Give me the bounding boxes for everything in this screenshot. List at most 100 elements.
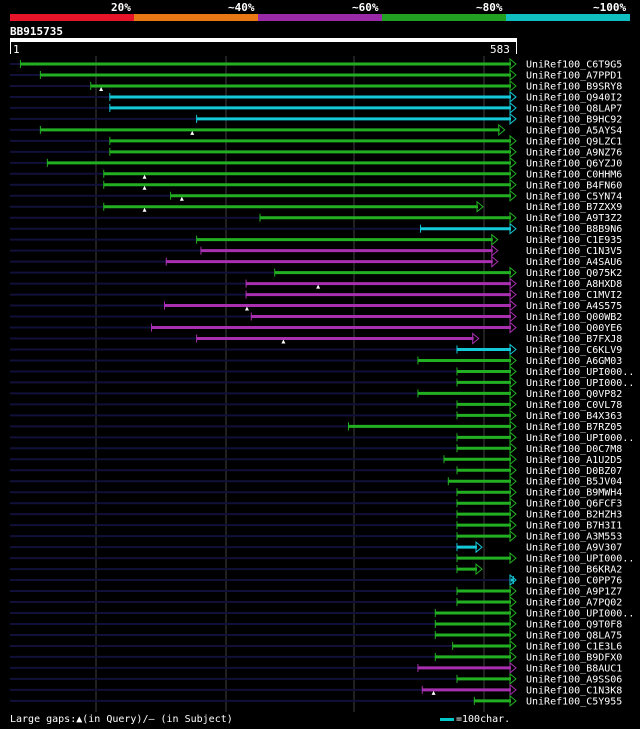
- hit-row[interactable]: UniRef100_B4FN60: [10, 178, 622, 192]
- hit-label[interactable]: UniRef100_Q8LAP7: [526, 103, 622, 114]
- hit-label[interactable]: UniRef100_A9T3Z2: [526, 213, 622, 224]
- hit-label[interactable]: UniRef100_B7ZXX9: [526, 202, 622, 213]
- hit-label[interactable]: UniRef100_C0VL78: [526, 400, 622, 411]
- hit-row[interactable]: UniRef100_B9DFX0: [10, 650, 622, 664]
- hit-label[interactable]: UniRef100_B9SRY8: [526, 81, 622, 92]
- hit-label[interactable]: UniRef100_B7RZ05: [526, 422, 622, 433]
- hit-row[interactable]: UniRef100_A4S575: [10, 299, 622, 313]
- hit-row[interactable]: UniRef100_B9HC92: [10, 112, 622, 126]
- hit-row[interactable]: UniRef100_A9P1Z7: [10, 584, 622, 598]
- hit-row[interactable]: UniRef100_A4SAU6: [10, 255, 622, 269]
- hit-label[interactable]: UniRef100_B8B9N6: [526, 224, 622, 235]
- hit-label[interactable]: UniRef100_Q9T0F8: [526, 619, 622, 630]
- hit-label[interactable]: UniRef100_UPI000..: [526, 378, 634, 389]
- hit-label[interactable]: UniRef100_Q940I2: [526, 92, 622, 103]
- hit-row[interactable]: UniRef100_B8AUC1: [10, 661, 622, 675]
- hit-row[interactable]: UniRef100_C1MVI2: [10, 288, 622, 302]
- hit-label[interactable]: UniRef100_C1N3V5: [526, 246, 622, 257]
- hit-row[interactable]: UniRef100_B8B9N6: [10, 222, 622, 236]
- hit-label[interactable]: UniRef100_A9SS06: [526, 674, 622, 685]
- hit-row[interactable]: UniRef100_C0VL78: [10, 398, 622, 411]
- hit-row[interactable]: UniRef100_B7FXJ8: [10, 332, 622, 346]
- hit-label[interactable]: UniRef100_UPI000..: [526, 433, 634, 444]
- hit-row[interactable]: UniRef100_B7ZXX9: [10, 200, 622, 214]
- hit-label[interactable]: UniRef100_D0C7M8: [526, 444, 622, 455]
- hit-label[interactable]: UniRef100_B5JV04: [526, 477, 622, 488]
- hit-label[interactable]: UniRef100_B2HZH3: [526, 510, 622, 521]
- hit-label[interactable]: UniRef100_A7PPD1: [526, 70, 622, 81]
- hit-row[interactable]: UniRef100_UPI000..: [10, 606, 634, 620]
- hit-row[interactable]: UniRef100_Q9T0F8: [10, 617, 622, 631]
- hit-label[interactable]: UniRef100_B4X363: [526, 411, 622, 422]
- hit-label[interactable]: UniRef100_A7PQ02: [526, 598, 622, 609]
- hit-label[interactable]: UniRef100_C0PP76: [526, 576, 622, 587]
- hit-row[interactable]: UniRef100_A7PPD1: [10, 68, 622, 82]
- hit-label[interactable]: UniRef100_B9HC92: [526, 114, 622, 125]
- hit-row[interactable]: UniRef100_C5YN74: [10, 189, 622, 203]
- hit-label[interactable]: UniRef100_UPI000..: [526, 554, 634, 565]
- hit-label[interactable]: UniRef100_C6KLV9: [526, 345, 622, 356]
- hit-label[interactable]: UniRef100_C0HHM6: [526, 169, 622, 180]
- hit-row[interactable]: UniRef100_UPI000..: [10, 376, 634, 389]
- hit-label[interactable]: UniRef100_B8AUC1: [526, 663, 622, 674]
- hit-label[interactable]: UniRef100_B9DFX0: [526, 652, 622, 663]
- hit-label[interactable]: UniRef100_B4FN60: [526, 180, 622, 191]
- hit-row[interactable]: UniRef100_B5JV04: [10, 475, 622, 488]
- hit-row[interactable]: UniRef100_Q00WB2: [10, 310, 622, 324]
- hit-label[interactable]: UniRef100_Q0VP82: [526, 389, 622, 400]
- hit-row[interactable]: UniRef100_UPI000..: [10, 552, 634, 565]
- hit-label[interactable]: UniRef100_B9MWH4: [526, 488, 622, 499]
- hit-row[interactable]: UniRef100_Q6FCF3: [10, 497, 622, 510]
- hit-label[interactable]: UniRef100_A9NZ76: [526, 147, 622, 158]
- hit-row[interactable]: UniRef100_D0BZ07: [10, 464, 622, 477]
- hit-row[interactable]: UniRef100_A5AYS4: [10, 123, 622, 137]
- hit-row[interactable]: UniRef100_Q6YZJ0: [10, 156, 622, 170]
- hit-label[interactable]: UniRef100_A4SAU6: [526, 257, 622, 268]
- hit-row[interactable]: UniRef100_D0C7M8: [10, 442, 622, 455]
- hit-label[interactable]: UniRef100_D0BZ07: [526, 466, 622, 477]
- hit-label[interactable]: UniRef100_C6T9G5: [526, 60, 622, 71]
- hit-label[interactable]: UniRef100_Q075K2: [526, 268, 622, 279]
- hit-row[interactable]: UniRef100_Q075K2: [10, 266, 622, 280]
- hit-row[interactable]: UniRef100_Q8LAP7: [10, 101, 622, 115]
- hit-row[interactable]: UniRef100_C6T9G5: [10, 57, 622, 71]
- hit-label[interactable]: UniRef100_UPI000..: [526, 367, 634, 378]
- hit-row[interactable]: UniRef100_A3M553: [10, 530, 622, 543]
- hit-row[interactable]: UniRef100_Q0VP82: [10, 387, 622, 400]
- hit-row[interactable]: UniRef100_Q9LZC1: [10, 134, 622, 148]
- hit-row[interactable]: UniRef100_B7H3I1: [10, 519, 622, 532]
- hit-label[interactable]: UniRef100_Q6FCF3: [526, 499, 622, 510]
- hit-label[interactable]: UniRef100_B7H3I1: [526, 521, 622, 532]
- hit-row[interactable]: UniRef100_A8HXD8: [10, 277, 622, 291]
- hit-row[interactable]: UniRef100_B2HZH3: [10, 508, 622, 521]
- hit-label[interactable]: UniRef100_UPI000..: [526, 609, 634, 620]
- hit-row[interactable]: UniRef100_B7RZ05: [10, 420, 622, 433]
- hit-row[interactable]: UniRef100_C1E3L6: [10, 639, 622, 653]
- hit-row[interactable]: UniRef100_C1N3V5: [10, 244, 622, 258]
- hit-row[interactable]: UniRef100_Q940I2: [10, 90, 622, 104]
- hit-row[interactable]: UniRef100_C0HHM6: [10, 167, 622, 181]
- hit-row[interactable]: UniRef100_B9SRY8: [10, 79, 622, 93]
- hit-row[interactable]: UniRef100_UPI000..: [10, 365, 634, 378]
- hit-label[interactable]: UniRef100_A5AYS4: [526, 125, 622, 136]
- hit-label[interactable]: UniRef100_A4S575: [526, 301, 622, 312]
- hit-label[interactable]: UniRef100_C5YN74: [526, 191, 622, 202]
- hit-row[interactable]: UniRef100_Q8LA75: [10, 628, 622, 642]
- hit-row[interactable]: UniRef100_A9SS06: [10, 672, 622, 686]
- hit-row[interactable]: UniRef100_A1U2D5: [10, 453, 622, 466]
- hit-label[interactable]: UniRef100_A8HXD8: [526, 279, 622, 290]
- hit-label[interactable]: UniRef100_Q8LA75: [526, 630, 622, 641]
- hit-label[interactable]: UniRef100_A3M553: [526, 532, 622, 543]
- hit-row[interactable]: UniRef100_A6GM03: [10, 354, 622, 367]
- hit-label[interactable]: UniRef100_C5Y955: [526, 696, 622, 707]
- hit-row[interactable]: UniRef100_B4X363: [10, 409, 622, 422]
- hit-row[interactable]: UniRef100_A9NZ76: [10, 145, 622, 159]
- hit-label[interactable]: UniRef100_Q9LZC1: [526, 136, 622, 147]
- hit-label[interactable]: UniRef100_C1N3K8: [526, 685, 622, 696]
- hit-row[interactable]: UniRef100_C0PP76: [10, 573, 622, 587]
- hit-label[interactable]: UniRef100_C1MVI2: [526, 290, 622, 301]
- hit-label[interactable]: UniRef100_Q00WB2: [526, 312, 622, 323]
- hit-row[interactable]: UniRef100_A7PQ02: [10, 595, 622, 609]
- hit-row[interactable]: UniRef100_C6KLV9: [10, 343, 622, 356]
- hit-label[interactable]: UniRef100_A9P1Z7: [526, 587, 622, 598]
